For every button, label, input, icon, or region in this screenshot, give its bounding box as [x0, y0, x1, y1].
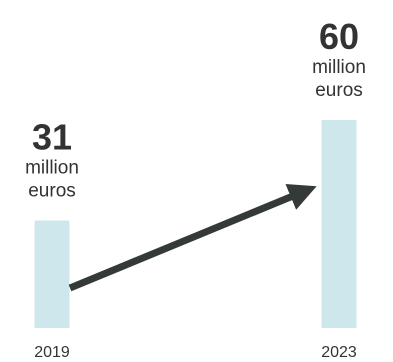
unit-label-2019-0: million — [25, 158, 79, 179]
unit-label-2023-0: million — [312, 57, 366, 78]
bar-2019 — [34, 220, 70, 328]
tick-label-2023: 2023 — [321, 344, 357, 361]
bars-layer — [34, 120, 357, 328]
value-label-2023: 60 — [319, 16, 359, 57]
bar-2023 — [321, 120, 357, 328]
value-label-2019: 31 — [32, 117, 72, 158]
unit-label-2023-1: euros — [315, 80, 363, 101]
growth-arrow — [68, 183, 317, 292]
tick-label-2019: 2019 — [34, 344, 70, 361]
unit-label-2019-1: euros — [28, 181, 76, 202]
